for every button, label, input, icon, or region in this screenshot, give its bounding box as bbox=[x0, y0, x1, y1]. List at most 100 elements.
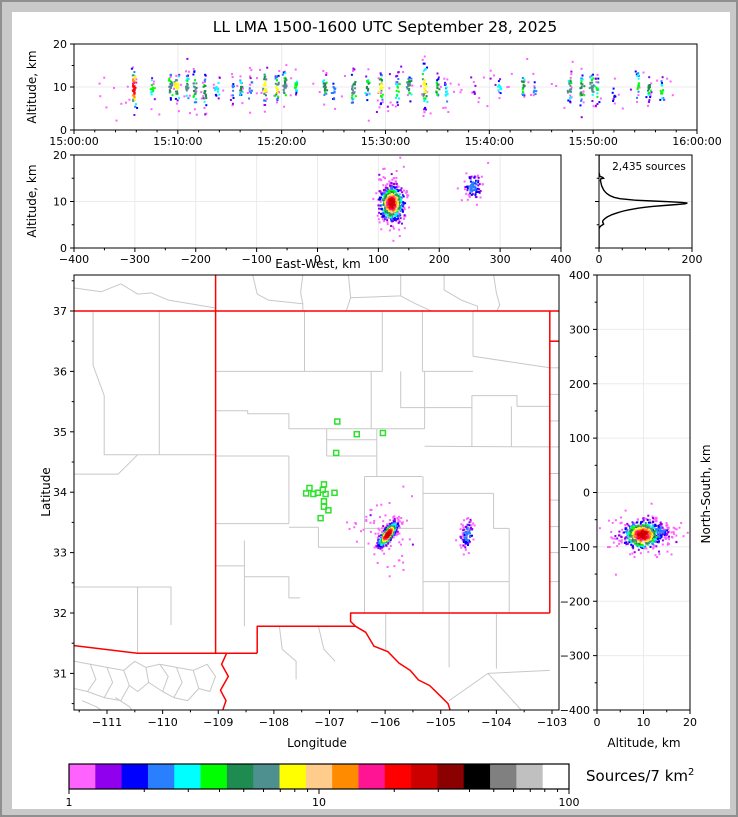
source-point bbox=[629, 530, 632, 533]
source-point bbox=[113, 86, 115, 89]
source-point bbox=[591, 100, 594, 102]
source-point bbox=[462, 553, 465, 556]
source-point bbox=[398, 541, 401, 544]
source-point bbox=[169, 86, 172, 89]
source-point bbox=[200, 97, 203, 100]
source-point bbox=[569, 76, 572, 79]
source-point bbox=[638, 534, 641, 537]
source-point bbox=[394, 105, 397, 108]
source-point bbox=[618, 534, 620, 537]
source-point bbox=[398, 97, 400, 100]
source-point bbox=[384, 206, 387, 209]
source-point bbox=[472, 538, 475, 541]
source-point bbox=[478, 183, 481, 186]
source-point bbox=[482, 76, 485, 79]
source-point bbox=[649, 93, 652, 95]
colorbar-segment bbox=[384, 764, 412, 789]
source-point bbox=[645, 547, 648, 550]
source-point bbox=[453, 90, 455, 93]
source-point bbox=[633, 542, 636, 545]
source-point bbox=[657, 525, 660, 528]
source-point bbox=[395, 219, 398, 222]
source-point bbox=[383, 167, 386, 170]
source-point bbox=[619, 522, 622, 525]
source-point bbox=[532, 94, 535, 97]
source-point bbox=[323, 93, 326, 96]
source-point bbox=[533, 81, 536, 84]
source-point bbox=[472, 91, 475, 94]
source-point bbox=[134, 76, 137, 79]
source-point bbox=[396, 517, 399, 520]
county-border bbox=[487, 669, 550, 674]
source-point bbox=[477, 179, 480, 182]
source-point bbox=[523, 78, 526, 81]
source-point bbox=[381, 83, 384, 86]
source-point bbox=[477, 184, 480, 187]
source-point bbox=[249, 75, 251, 78]
source-point bbox=[477, 101, 480, 104]
source-point bbox=[275, 86, 278, 89]
source-point bbox=[447, 111, 450, 113]
source-point bbox=[185, 87, 188, 90]
source-point bbox=[635, 539, 638, 542]
source-point bbox=[386, 523, 389, 526]
source-point bbox=[494, 83, 497, 86]
source-point bbox=[655, 516, 658, 519]
source-point bbox=[470, 175, 473, 178]
source-point bbox=[597, 81, 600, 84]
source-point bbox=[381, 549, 384, 552]
source-point bbox=[389, 199, 392, 201]
tick-label: 0 bbox=[60, 242, 67, 255]
source-point bbox=[390, 206, 393, 209]
source-point bbox=[187, 77, 190, 80]
source-point bbox=[381, 545, 384, 548]
source-point bbox=[655, 539, 658, 542]
source-point bbox=[568, 82, 571, 85]
source-point bbox=[647, 535, 650, 537]
source-point bbox=[232, 83, 235, 86]
source-point bbox=[474, 193, 477, 196]
source-point bbox=[284, 82, 286, 85]
source-point bbox=[150, 108, 153, 111]
source-point bbox=[324, 84, 327, 86]
source-point bbox=[386, 566, 389, 568]
source-point bbox=[381, 86, 384, 89]
lma-station-marker bbox=[353, 430, 361, 438]
source-point bbox=[465, 172, 468, 175]
source-point bbox=[394, 180, 397, 183]
source-point bbox=[620, 540, 623, 543]
source-point bbox=[240, 82, 243, 85]
source-point bbox=[647, 86, 650, 89]
source-point bbox=[662, 531, 665, 534]
source-point bbox=[396, 81, 399, 83]
source-point bbox=[493, 74, 495, 77]
county-border bbox=[159, 663, 183, 699]
source-point bbox=[461, 524, 464, 527]
source-point bbox=[647, 529, 650, 531]
source-point bbox=[631, 533, 634, 535]
source-point bbox=[591, 90, 594, 93]
source-point bbox=[390, 220, 393, 223]
source-point bbox=[394, 83, 397, 86]
source-point bbox=[377, 547, 380, 550]
source-point bbox=[617, 93, 620, 96]
source-point bbox=[630, 543, 633, 546]
source-point bbox=[203, 79, 206, 82]
source-point bbox=[653, 536, 656, 539]
source-point bbox=[263, 110, 266, 113]
source-point bbox=[185, 70, 187, 73]
source-point bbox=[611, 537, 614, 540]
source-point bbox=[394, 203, 397, 206]
source-point bbox=[285, 83, 288, 86]
colorbar-segment bbox=[147, 764, 175, 789]
source-point bbox=[241, 85, 244, 88]
source-point bbox=[668, 535, 670, 538]
source-point bbox=[507, 85, 510, 88]
source-point bbox=[656, 556, 658, 559]
source-point bbox=[391, 198, 394, 201]
source-point bbox=[654, 530, 657, 533]
source-point bbox=[390, 536, 393, 539]
source-point bbox=[387, 206, 390, 209]
source-point bbox=[174, 97, 177, 100]
source-point bbox=[422, 93, 425, 95]
